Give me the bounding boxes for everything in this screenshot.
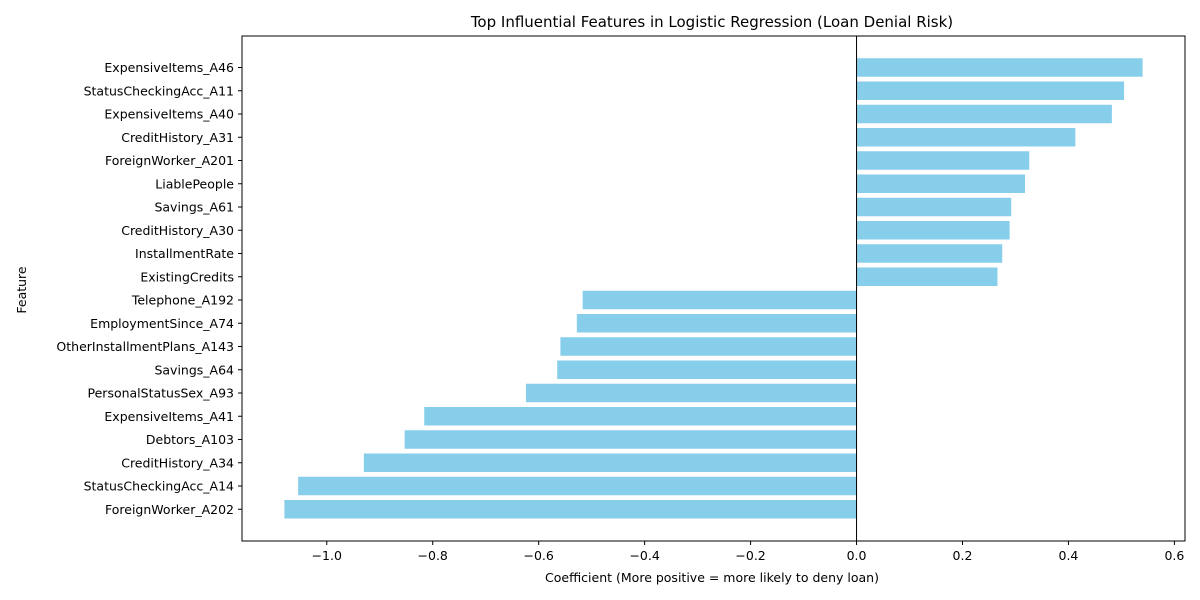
y-tick-label: CreditHistory_A34 [121,455,234,470]
x-tick-label: 0.0 [847,548,867,563]
y-tick-label: InstallmentRate [135,246,234,261]
chart-title: Top Influential Features in Logistic Reg… [470,13,953,31]
bar-CreditHistory_A30 [856,221,1010,240]
bar-ExpensiveItems_A40 [856,104,1112,124]
bar-Telephone_A192 [582,290,857,310]
y-tick-label: CreditHistory_A30 [121,223,234,238]
bar-ExpensiveItems_A41 [424,407,857,426]
bar-StatusCheckingAcc_A14 [298,476,857,496]
bar-ExpensiveItems_A46 [856,58,1143,77]
y-tick-label: LiablePeople [155,176,234,191]
y-tick-label: OtherInstallmentPlans_A143 [56,339,234,354]
y-tick-label: ExistingCredits [140,269,234,284]
x-tick-label: 0.2 [953,548,973,563]
plot-frame [241,35,1186,542]
y-tick-label: ExpensiveItems_A46 [104,60,234,75]
x-tick-label: −0.2 [735,548,765,563]
x-tick-label: −1.0 [312,548,342,563]
bar-PersonalStatusSex_A93 [525,383,857,403]
bar-Savings_A64 [557,360,857,379]
y-tick-label: CreditHistory_A31 [121,130,234,145]
bar-OtherInstallmentPlans_A143 [560,337,857,356]
x-tick-label: 0.6 [1164,548,1184,563]
bar-ExistingCredits [856,267,998,286]
y-tick-label: StatusCheckingAcc_A14 [84,479,234,494]
x-axis-ticks: −1.0 −0.8 −0.6 −0.4 −0.2 0.0 0.2 0.4 0.6 [312,541,1184,563]
bar-LiablePeople [856,174,1026,193]
bar-InstallmentRate [856,244,1003,263]
bar-ForeignWorker_A201 [856,151,1030,170]
y-tick-label: Savings_A64 [154,362,234,377]
bar-StatusCheckingAcc_A11 [856,81,1125,100]
y-axis-label: Feature [14,266,29,314]
y-tick-label: Savings_A61 [154,200,234,215]
bar-CreditHistory_A31 [856,128,1076,147]
bar-EmploymentSince_A74 [576,314,857,333]
y-tick-label: ForeignWorker_A201 [105,153,234,168]
y-tick-label: ExpensiveItems_A40 [104,107,234,122]
y-tick-label: ExpensiveItems_A41 [104,409,234,424]
bar-CreditHistory_A34 [363,453,857,472]
bar-Debtors_A103 [404,430,857,449]
y-tick-label: StatusCheckingAcc_A11 [84,83,234,98]
x-axis-label: Coefficient (More positive = more likely… [545,570,879,585]
x-tick-label: −0.8 [418,548,448,563]
y-tick-label: PersonalStatusSex_A93 [88,386,234,401]
x-tick-label: 0.4 [1059,548,1079,563]
y-tick-label: EmploymentSince_A74 [90,316,234,331]
y-axis-ticks: ExpensiveItems_A46 StatusCheckingAcc_A11 E… [56,60,242,517]
bar-Savings_A61 [856,197,1012,217]
x-tick-label: −0.6 [523,548,553,563]
bars-group [284,58,1143,519]
y-tick-label: Debtors_A103 [146,432,234,447]
bar-ForeignWorker_A202 [284,500,857,519]
y-tick-label: ForeignWorker_A202 [105,502,234,517]
x-tick-label: −0.4 [629,548,659,563]
y-tick-label: Telephone_A192 [131,293,234,308]
